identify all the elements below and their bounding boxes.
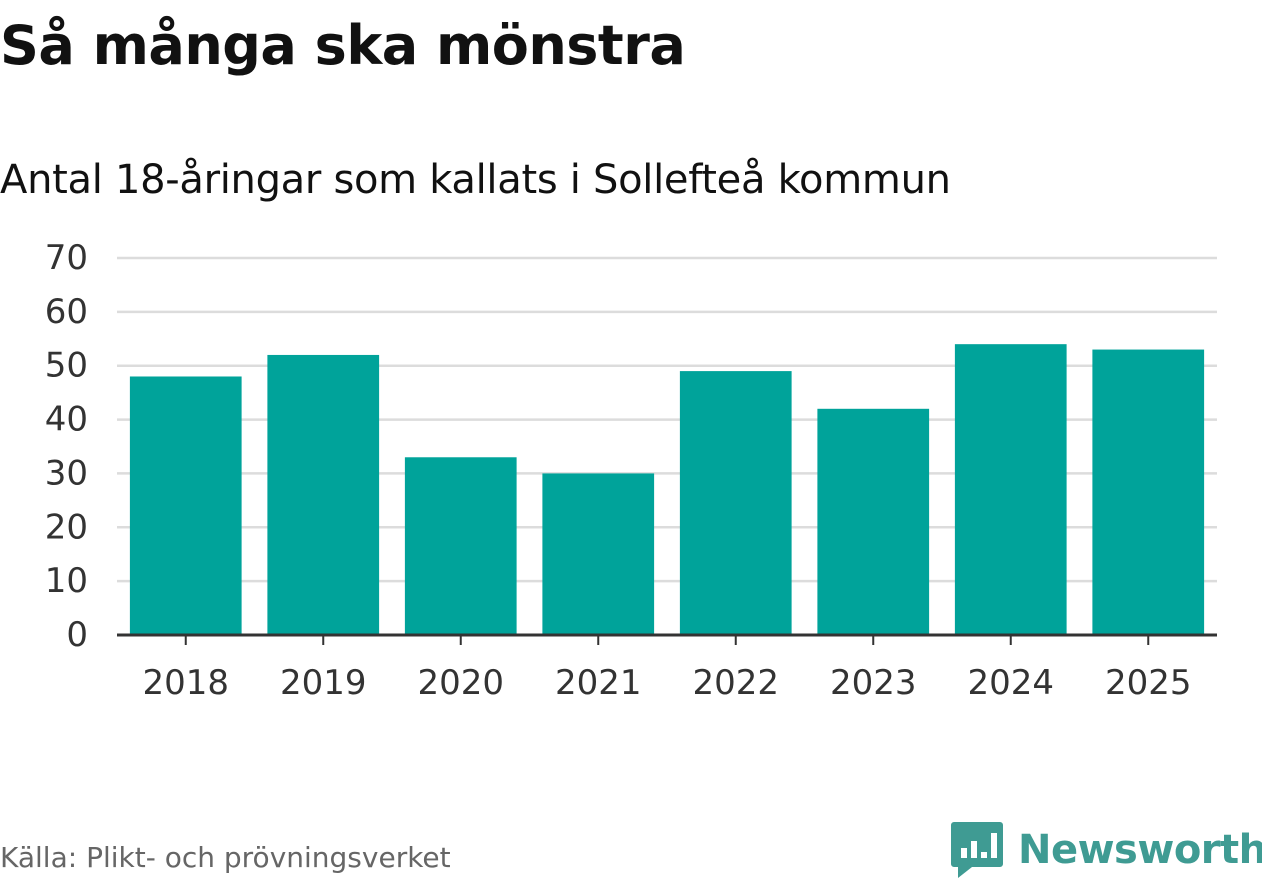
- bar-2023: [817, 408, 930, 635]
- source-note: Källa: Plikt- och prövningsverket: [0, 841, 451, 874]
- y-tick-label: 50: [45, 346, 88, 386]
- x-tick-label: 2025: [1105, 663, 1192, 703]
- bar-2024: [954, 344, 1067, 635]
- y-tick-label: 40: [45, 400, 88, 440]
- x-tick-label: 2020: [417, 663, 504, 703]
- x-tick-label: 2018: [142, 663, 229, 703]
- bar-2020: [404, 457, 517, 635]
- x-tick-label: 2022: [692, 663, 779, 703]
- y-tick-label: 0: [66, 615, 88, 655]
- bar-2025: [1092, 349, 1205, 635]
- y-tick-label: 20: [45, 507, 88, 547]
- bars: [129, 344, 1205, 635]
- x-tick-label: 2023: [830, 663, 917, 703]
- bar-2019: [267, 354, 380, 635]
- x-tick-label: 2024: [967, 663, 1054, 703]
- x-tick-label: 2019: [280, 663, 367, 703]
- x-axis-ticks: 2018 2019 2020 2021 2022 2023 2024 2025: [142, 635, 1192, 703]
- bar-2022: [679, 371, 792, 635]
- y-tick-label: 60: [45, 292, 88, 332]
- y-tick-label: 70: [45, 238, 88, 278]
- chart-subtitle: Antal 18-åringar som kallats i Sollefteå…: [0, 157, 951, 203]
- bar-chart-speech-bubble-icon: [951, 822, 1003, 878]
- y-tick-label: 10: [45, 561, 88, 601]
- bar-2021: [542, 473, 655, 635]
- bar-2018: [129, 376, 242, 635]
- brand-name: Newsworthy: [1018, 827, 1262, 873]
- x-tick-label: 2021: [555, 663, 642, 703]
- newsworthy-logo: Newsworthy: [950, 818, 1262, 882]
- chart-title: Så många ska mönstra: [0, 14, 686, 77]
- y-axis-ticks: 0 10 20 30 40 50 60 70: [45, 238, 88, 655]
- y-tick-label: 30: [45, 453, 88, 493]
